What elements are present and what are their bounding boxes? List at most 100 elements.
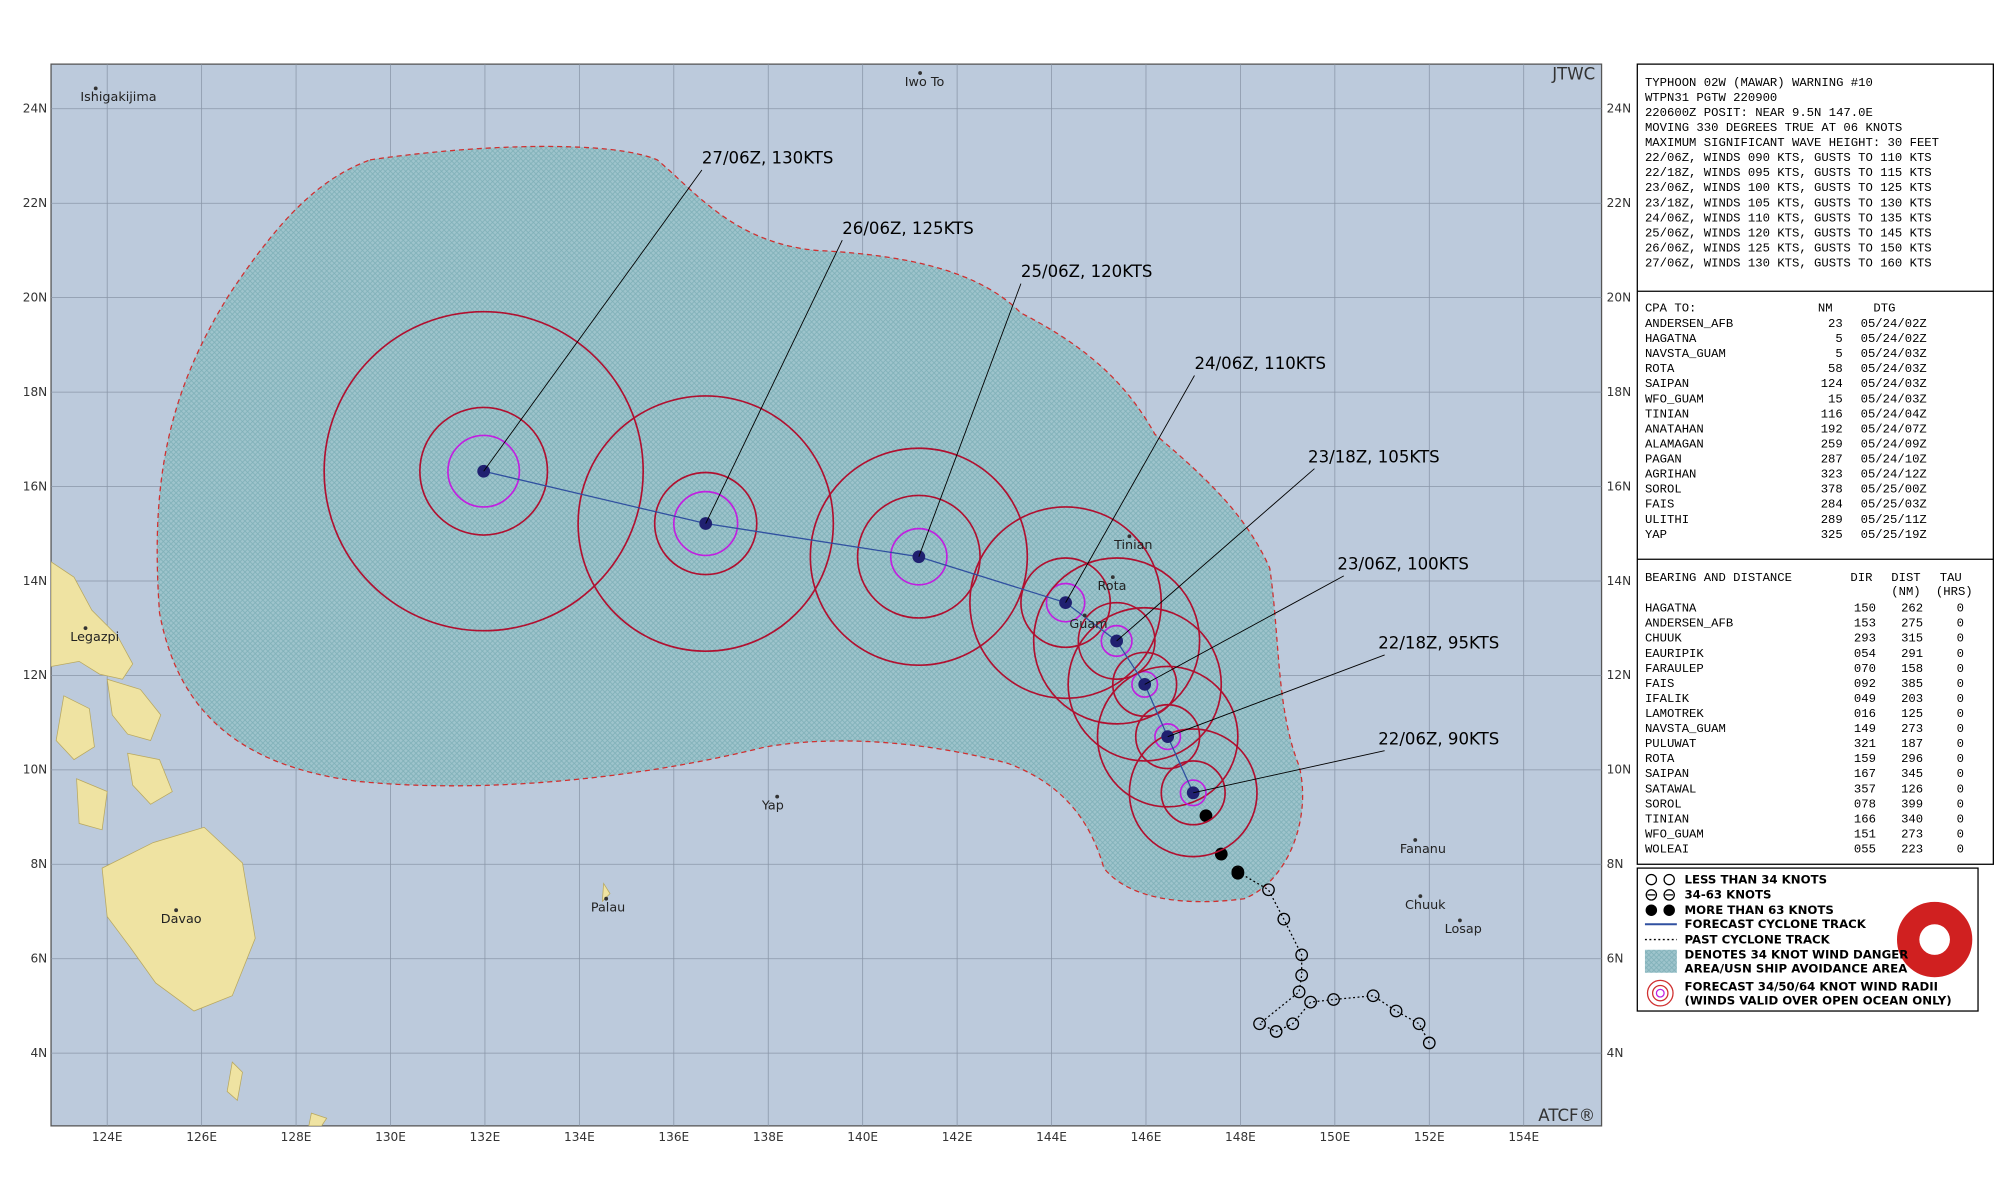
past-position: [1327, 993, 1340, 1006]
bearing-name: WFO_GUAM: [1645, 827, 1704, 841]
cpa-dtg: 05/25/11Z: [1861, 513, 1927, 527]
cpa-nm: 289: [1821, 513, 1843, 527]
bearing-dist: 399: [1901, 797, 1923, 811]
warning-line: 26/06Z, WINDS 125 KTS, GUSTS TO 150 KTS: [1645, 241, 1932, 255]
wind-radius-64: [1045, 582, 1086, 623]
cpa-dtg: 05/24/09Z: [1861, 437, 1927, 451]
land: [51, 561, 611, 1126]
bearing-dir: 167: [1854, 767, 1876, 781]
forecast-label: 23/18Z, 105KTS: [1308, 447, 1440, 466]
bearing-dir: 166: [1854, 812, 1876, 826]
place-dot: [1082, 613, 1087, 618]
bearing-dist: 385: [1901, 677, 1923, 691]
lat-label: 14N: [23, 574, 47, 588]
wind-radius-34: [1128, 728, 1258, 858]
lat-label: 16N: [23, 479, 47, 493]
lat-label: 10N: [1607, 763, 1631, 777]
cpa-header: CPA TO:: [1645, 302, 1696, 316]
warning-line: 220600Z POSIT: NEAR 9.5N 147.0E: [1645, 106, 1873, 120]
cpa-nm: 23: [1828, 317, 1843, 331]
bearing-dir: 016: [1854, 707, 1876, 721]
wind-radius-34: [969, 506, 1163, 700]
place-label: Rota: [1097, 579, 1126, 594]
cpa-nm: 259: [1821, 437, 1843, 451]
cpa-dtg: 05/24/03Z: [1861, 362, 1927, 376]
cpa-name: FAIS: [1645, 498, 1674, 512]
wind-radius-50: [1077, 601, 1156, 681]
wind-radius-64: [672, 490, 739, 557]
bearing-header: TAU: [1940, 571, 1962, 585]
legend-item: DENOTES 34 KNOT WIND DANGER: [1685, 948, 1909, 962]
bearing-subheader: (HRS): [1936, 585, 1973, 599]
lon-label: 132E: [470, 1130, 501, 1144]
warning-line: 25/06Z, WINDS 120 KTS, GUSTS TO 145 KTS: [1645, 226, 1932, 240]
bearing-tau: 0: [1957, 647, 1964, 661]
legend-item: FORECAST CYCLONE TRACK: [1685, 917, 1867, 931]
bearing-subheader: (NM): [1891, 585, 1920, 599]
legend-item: LESS THAN 34 KNOTS: [1685, 872, 1828, 886]
lat-label: 4N: [1607, 1046, 1624, 1060]
bearing-tau: 0: [1957, 827, 1964, 841]
bearing-name: WOLEAI: [1645, 843, 1689, 857]
place-label: Chuuk: [1405, 898, 1446, 913]
cpa-name: SOROL: [1645, 483, 1682, 497]
leader-line: [1144, 575, 1344, 685]
bearing-dir: 150: [1854, 602, 1876, 616]
wind-radius-64: [889, 527, 948, 586]
forecast-line: [483, 470, 1194, 794]
bearing-name: FARAULEP: [1645, 662, 1704, 676]
bearing-dir: 054: [1854, 647, 1876, 661]
past-position: [1295, 948, 1309, 962]
lon-label: 126E: [186, 1130, 217, 1144]
cpa-name: ANATAHAN: [1645, 422, 1704, 436]
cpa-nm: 58: [1828, 362, 1843, 376]
warning-line: 22/06Z, WINDS 090 KTS, GUSTS TO 110 KTS: [1645, 151, 1932, 165]
legend-item: (WINDS VALID OVER OPEN OCEAN ONLY): [1685, 994, 1952, 1008]
place-dot: [83, 626, 88, 631]
bearing-tau: 0: [1957, 662, 1964, 676]
lat-label: 20N: [1607, 290, 1631, 304]
bearing-dir: 049: [1854, 692, 1876, 706]
forecast-label: 24/06Z, 110KTS: [1194, 354, 1326, 373]
cpa-dtg: 05/24/03Z: [1861, 392, 1927, 406]
cpa-nm: 378: [1821, 483, 1843, 497]
bearing-name: TINIAN: [1645, 812, 1689, 826]
forecast-label: 26/06Z, 125KTS: [842, 219, 974, 238]
wind-radius-50: [653, 471, 758, 576]
cpa-nm: 5: [1835, 332, 1842, 346]
wind-radius-34: [323, 310, 645, 632]
wind-radius-50: [1134, 703, 1201, 770]
lat-label: 24N: [1607, 102, 1631, 116]
bearing-name: SOROL: [1645, 797, 1682, 811]
lon-label: 138E: [753, 1130, 784, 1144]
lon-label: 124E: [92, 1130, 123, 1144]
place-dot: [1457, 918, 1462, 923]
wind-radius-50: [419, 406, 549, 536]
place-label: Palau: [591, 900, 625, 915]
bearing-dist: 340: [1901, 812, 1923, 826]
cpa-name: ANDERSEN_AFB: [1645, 317, 1733, 331]
lon-label: 146E: [1131, 1130, 1162, 1144]
bearing-name: ROTA: [1645, 752, 1675, 766]
cpa-dtg: 05/24/10Z: [1861, 453, 1927, 467]
place-dot: [1127, 534, 1132, 539]
lon-label: 140E: [847, 1130, 878, 1144]
warning-line: MAXIMUM SIGNIFICANT WAVE HEIGHT: 30 FEET: [1645, 136, 1939, 150]
warning-line: TYPHOON 02W (MAWAR) WARNING #10: [1645, 76, 1873, 90]
cpa-dtg: 05/24/03Z: [1861, 377, 1927, 391]
lon-label: 128E: [281, 1130, 312, 1144]
place-label: Guam: [1069, 617, 1107, 632]
wind-radius-64: [447, 434, 521, 508]
bearing-dist: 158: [1901, 662, 1923, 676]
past-position: [1253, 1017, 1266, 1031]
legend-item: FORECAST 34/50/64 KNOT WIND RADII: [1685, 980, 1938, 994]
lat-label: 8N: [1607, 857, 1624, 871]
lon-label: 144E: [1036, 1130, 1067, 1144]
lon-label: 152E: [1414, 1130, 1445, 1144]
cpa-name: PAGAN: [1645, 453, 1682, 467]
past-position: [1412, 1017, 1426, 1031]
wind-radius-34: [1032, 557, 1201, 725]
cpa-dtg: 05/24/02Z: [1861, 317, 1927, 331]
cpa-name: SAIPAN: [1645, 377, 1689, 391]
